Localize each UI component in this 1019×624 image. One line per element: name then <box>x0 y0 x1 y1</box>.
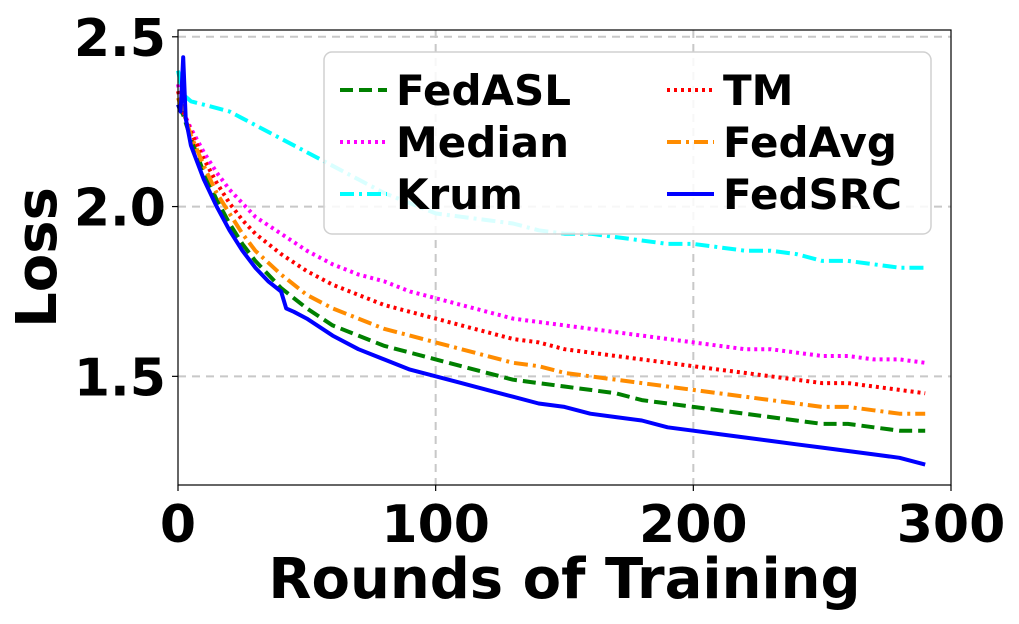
legend-label: Krum <box>396 170 523 219</box>
y-tick-label: 1.5 <box>74 348 166 408</box>
x-axis-label: Rounds of Training <box>268 547 860 612</box>
legend-label: Median <box>396 118 569 167</box>
legend-label: FedAvg <box>723 118 897 167</box>
legend-label: FedSRC <box>723 170 902 219</box>
y-tick-label: 2.5 <box>74 9 166 69</box>
y-axis-label: Loss <box>5 187 70 328</box>
series-line-fedavg <box>176 97 926 416</box>
x-tick-label: 0 <box>160 495 196 555</box>
y-tick-label: 2.0 <box>74 179 166 239</box>
series-line-fedsrc <box>176 55 926 467</box>
series-line-median <box>176 83 926 365</box>
x-tick-label: 300 <box>897 495 1006 555</box>
series-lines <box>176 55 926 467</box>
series-line-fedasl <box>176 103 926 433</box>
plot-frame <box>177 29 952 486</box>
legend-label: FedASL <box>396 66 571 115</box>
series-line-krum <box>176 70 926 270</box>
x-tick-label: 100 <box>381 495 490 555</box>
series-line-tm <box>176 90 926 396</box>
axis-ticks: 0 100 200 300 1.5 2.0 2.5 <box>74 9 1005 555</box>
legend-label: TM <box>723 66 793 115</box>
legend-box <box>323 51 932 235</box>
x-tick-label: 200 <box>639 495 748 555</box>
